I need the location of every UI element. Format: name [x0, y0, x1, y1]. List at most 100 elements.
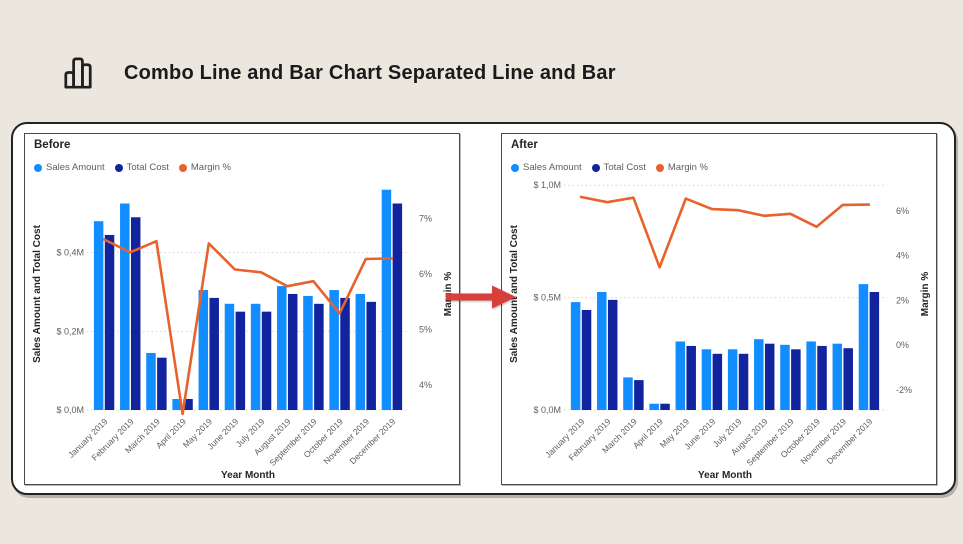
panel-title: After [511, 139, 538, 151]
x-axis-title: Year Month [698, 470, 752, 481]
x-axis-category-label: December 2019 [347, 416, 397, 466]
bar-sales-amount[interactable] [250, 303, 261, 410]
secondary-axis-tick-label: 2% [896, 295, 909, 305]
legend-item-margin[interactable]: Margin % [655, 162, 708, 173]
bar-sales-amount[interactable] [146, 352, 156, 410]
bar-sales-amount[interactable] [832, 343, 843, 410]
bar-total-cost[interactable] [183, 398, 193, 410]
chart-panel-after: $ 0,0M $ 0,5M $ 1,0M -2% 0% 2% 4% 6% January 201… [501, 133, 937, 485]
bar-sales-amount[interactable] [806, 341, 816, 410]
bar-sales-amount[interactable] [623, 377, 633, 410]
secondary-axis-tick-label: 4% [419, 380, 432, 390]
bar-total-cost[interactable] [869, 292, 880, 410]
legend-label: Sales Amount [46, 162, 105, 173]
bar-total-cost[interactable] [843, 348, 853, 410]
bar-sales-amount[interactable] [355, 293, 366, 410]
primary-axis-title: Sales Amount and Total Cost [32, 224, 43, 362]
bar-total-cost[interactable] [392, 203, 403, 411]
secondary-axis-tick-label: 6% [896, 206, 909, 216]
bar-sales-amount[interactable] [303, 295, 313, 410]
legend-item-sales-amount[interactable]: Sales Amount [511, 162, 582, 173]
bar-total-cost[interactable] [660, 403, 670, 410]
legend-dot [114, 163, 123, 172]
bar-total-cost[interactable] [764, 343, 775, 410]
bar-sales-amount[interactable] [224, 303, 235, 410]
legend-label: Total Cost [603, 162, 646, 173]
line-margin[interactable] [579, 195, 871, 269]
bar-sales-amount[interactable] [381, 189, 392, 410]
bar-total-cost[interactable] [366, 301, 376, 410]
primary-axis-tick-label: $ 0,4M [56, 248, 84, 258]
primary-axis-title: Sales Amount and Total Cost [509, 224, 520, 362]
bar-chart-icon [64, 57, 92, 89]
combo-chart-after[interactable]: $ 0,0M$ 0,5M$ 1,0M-2%0%2%4%6%January 201… [502, 134, 936, 484]
bar-total-cost[interactable] [157, 357, 167, 410]
x-axis-category-label: November 2019 [798, 416, 848, 466]
secondary-axis-tick-label: -2% [896, 385, 912, 395]
bar-total-cost[interactable] [261, 311, 272, 410]
bar-sales-amount[interactable] [93, 221, 104, 410]
legend-label: Sales Amount [523, 162, 582, 173]
line-margin[interactable] [102, 238, 394, 416]
legend-item-total-cost[interactable]: Total Cost [114, 162, 169, 173]
bar-total-cost[interactable] [104, 234, 115, 410]
bar-sales-amount[interactable] [329, 290, 339, 410]
secondary-axis-tick-label: 7% [419, 213, 432, 223]
bar-sales-amount[interactable] [754, 339, 764, 410]
primary-axis-tick-label: $ 0,5M [533, 293, 561, 303]
bar-total-cost[interactable] [314, 303, 324, 410]
bar-sales-amount[interactable] [858, 284, 869, 410]
panel-title: Before [34, 139, 71, 151]
bar-sales-amount[interactable] [172, 398, 182, 410]
bar-total-cost[interactable] [738, 353, 749, 410]
bar-sales-amount[interactable] [198, 290, 209, 410]
bar-total-cost[interactable] [581, 309, 592, 410]
primary-axis-tick-label: $ 0,2M [56, 326, 84, 336]
secondary-axis-tick-label: 4% [896, 251, 909, 261]
bar-total-cost[interactable] [634, 380, 644, 410]
bar-total-cost[interactable] [130, 217, 141, 410]
legend-label: Margin % [667, 162, 708, 173]
bar-total-cost[interactable] [686, 345, 696, 410]
secondary-axis-tick-label: 5% [419, 324, 432, 334]
page-title: Combo Line and Bar Chart Separated Line … [124, 62, 616, 84]
primary-axis-tick-label: $ 1,0M [533, 180, 561, 190]
legend-dot [511, 163, 519, 172]
x-axis-title: Year Month [221, 470, 275, 481]
legend-label: Margin % [190, 162, 231, 173]
chart-panel-before: $ 0,0M $ 0,2M $ 0,4M 4% 5% 6% 7% January 2019 Fe… [24, 133, 460, 485]
bar-total-cost[interactable] [287, 293, 298, 410]
bar-total-cost[interactable] [817, 345, 827, 410]
legend-dot [34, 163, 42, 172]
secondary-axis-tick-label: 6% [419, 269, 432, 279]
legend-item-total-cost[interactable]: Total Cost [591, 162, 646, 173]
bar-total-cost[interactable] [791, 349, 801, 410]
legend-item-sales-amount[interactable]: Sales Amount [34, 162, 105, 173]
combo-chart-before[interactable]: $ 0,0M$ 0,2M$ 0,4M4%5%6%7%January 2019Fe… [25, 134, 459, 484]
bar-sales-amount[interactable] [727, 349, 738, 410]
legend: Sales Amount Total Cost Margin % [511, 162, 708, 173]
bar-sales-amount[interactable] [649, 403, 659, 410]
bar-total-cost[interactable] [235, 311, 246, 410]
bar-sales-amount[interactable] [570, 302, 581, 410]
bar-total-cost[interactable] [712, 353, 723, 410]
primary-axis-tick-label: $ 0,0M [56, 405, 84, 415]
bar-sales-amount[interactable] [675, 341, 686, 410]
legend-item-margin[interactable]: Margin % [178, 162, 231, 173]
legend-dot [178, 163, 187, 172]
bar-sales-amount[interactable] [277, 286, 287, 410]
bar-total-cost[interactable] [607, 299, 618, 410]
bar-total-cost[interactable] [340, 297, 350, 410]
bar-sales-amount[interactable] [597, 292, 607, 410]
legend-label: Total Cost [126, 162, 169, 173]
bar-total-cost[interactable] [209, 297, 219, 410]
legend-dot [655, 163, 664, 172]
bar-sales-amount[interactable] [701, 349, 712, 410]
legend: Sales Amount Total Cost Margin % [34, 162, 231, 173]
x-axis-category-label: December 2019 [824, 416, 874, 466]
bar-sales-amount[interactable] [780, 344, 790, 410]
primary-axis-tick-label: $ 0,0M [533, 405, 561, 415]
secondary-axis-tick-label: 0% [896, 340, 909, 350]
legend-dot [591, 163, 600, 172]
bar-sales-amount[interactable] [120, 203, 130, 411]
